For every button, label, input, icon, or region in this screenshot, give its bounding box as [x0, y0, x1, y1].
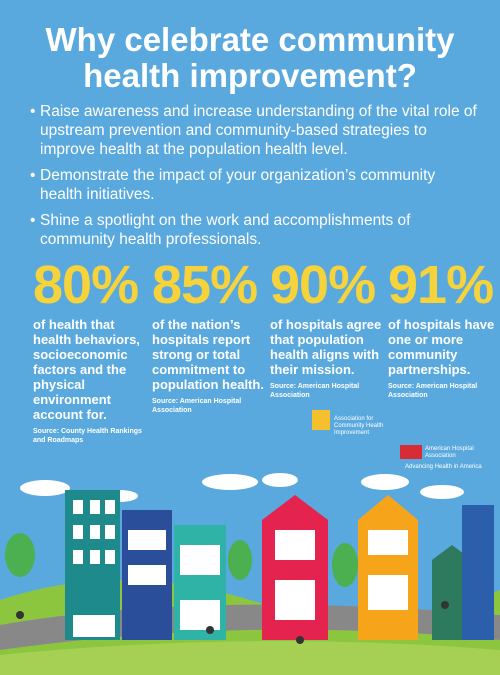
stat: 80% of health that health behaviors, soc… [33, 255, 145, 445]
logo-tagline: Advancing Health in America [405, 464, 482, 470]
stat-source: Source: County Health Rankings and Roadm… [33, 428, 142, 444]
logo-text: Association for Community Health Improve… [334, 416, 384, 436]
stat-figure: 90% [270, 255, 376, 315]
bullet: Demonstrate the impact of your organizat… [30, 166, 480, 204]
stat-source: Source: American Hospital Association [270, 383, 360, 399]
stat-text: of the nation’s hospitals report strong … [152, 317, 264, 392]
stat-figure: 91% [388, 255, 494, 315]
stat-figure: 80% [33, 255, 139, 315]
stat-text: of health that health behaviors, socioec… [33, 317, 140, 422]
logo-text: American Hospital Association [425, 446, 474, 459]
stat-figure: 85% [152, 255, 258, 315]
stat-source: Source: American Hospital Association [388, 383, 478, 399]
stat: 90% of hospitals agree that population h… [270, 255, 382, 400]
title: Why celebrate community health improveme… [45, 21, 455, 94]
stat-text: of hospitals have one or more community … [388, 317, 495, 377]
stat-text: of hospitals agree that population healt… [270, 317, 382, 377]
stat: 91% of hospitals have one or more commun… [388, 255, 500, 400]
bullet-list: Raise awareness and increase understandi… [30, 102, 480, 256]
bullet: Raise awareness and increase understandi… [30, 102, 480, 159]
stat-source: Source: American Hospital Association [152, 398, 242, 414]
bullet: Shine a spotlight on the work and accomp… [30, 211, 480, 249]
stat: 85% of the nation’s hospitals report str… [152, 255, 264, 415]
